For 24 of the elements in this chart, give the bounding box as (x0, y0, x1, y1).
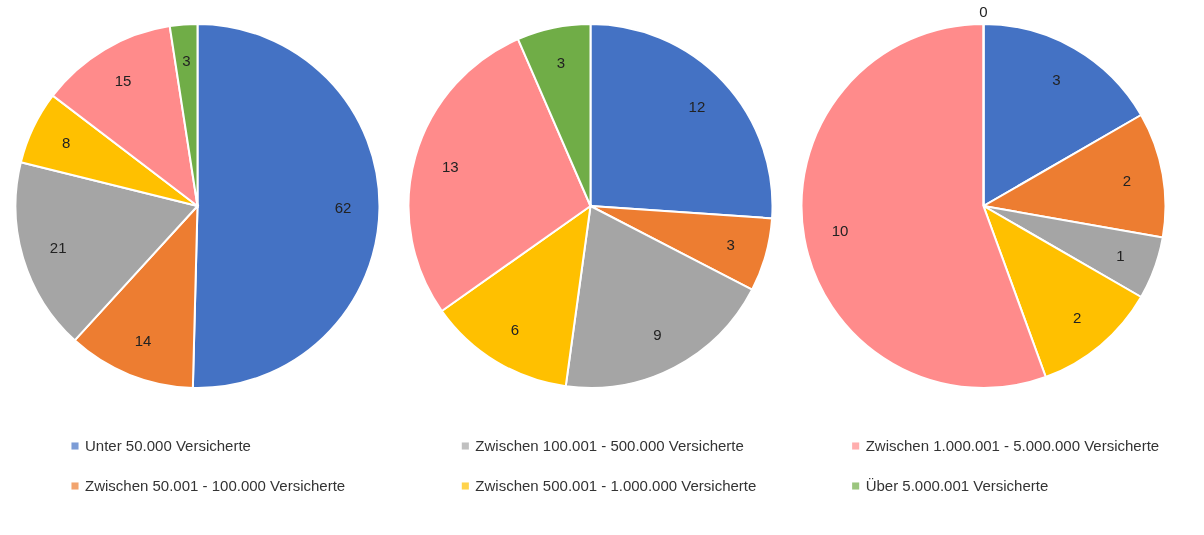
data-label: 3 (1052, 70, 1061, 88)
data-label: 13 (441, 157, 459, 175)
data-label: 10 (831, 222, 849, 240)
legend-label: Zwischen 100.001 - 500.000 Versicherte (475, 437, 744, 454)
data-label: 2 (1072, 308, 1082, 326)
data-label: 1 (1116, 246, 1125, 264)
legend-label: Zwischen 50.001 - 100.000 Versicherte (85, 477, 346, 494)
data-label: 12 (688, 97, 706, 115)
legend-label: Zwischen 500.001 - 1.000.000 Versicherte (475, 477, 757, 494)
data-label: 15 (114, 71, 132, 89)
data-label: 3 (182, 51, 191, 69)
data-label: 8 (62, 134, 71, 152)
data-label: 3 (556, 54, 566, 72)
data-label: 2 (1122, 171, 1132, 189)
data-label: 62 (334, 198, 352, 216)
data-label: 6 (510, 321, 520, 339)
data-label: 14 (134, 332, 152, 350)
data-label: 3 (726, 236, 735, 254)
data-label: 21 (49, 239, 67, 257)
legend-label: Über 5.000.001 Versicherte (865, 477, 1049, 494)
data-label: 9 (653, 326, 662, 344)
text: 0 (979, 3, 988, 20)
legend-label: Zwischen 1.000.001 - 5.000.000 Versicherte (865, 437, 1160, 454)
legend-label: Unter 50.000 Versicherte (85, 437, 251, 454)
